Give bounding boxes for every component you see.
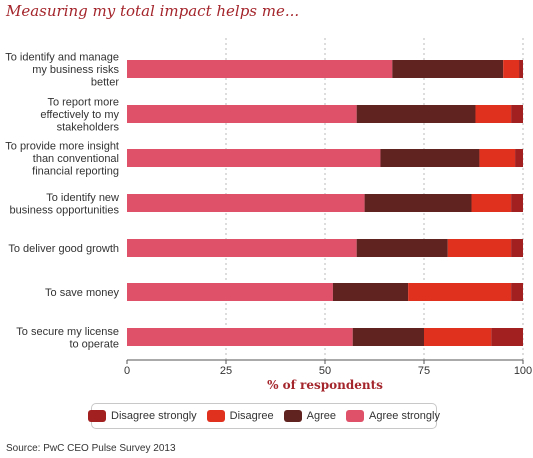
bar-segment	[503, 60, 520, 78]
category-label: than conventional	[33, 153, 119, 165]
category-label: To provide more insight	[5, 141, 119, 153]
bar-segment	[511, 105, 523, 123]
bar-segment	[127, 283, 333, 301]
bar-segment	[479, 149, 516, 167]
bar-segment	[511, 239, 523, 257]
legend-swatch	[283, 410, 302, 422]
bar-segment	[471, 194, 512, 212]
x-tick-label: 75	[418, 365, 430, 377]
bar-segment	[127, 328, 353, 346]
legend-swatch	[346, 410, 365, 422]
category-label: To identify and manage	[5, 52, 119, 64]
bar-segment	[356, 105, 476, 123]
x-tick-label: 25	[220, 365, 232, 377]
x-axis: 0 25 50 75 100	[124, 359, 532, 377]
category-label: business opportunities	[10, 204, 120, 216]
category-label: To identify new	[46, 192, 119, 204]
bar-segment	[127, 149, 381, 167]
bar-segment	[364, 194, 472, 212]
source-note: Source: PwC CEO Pulse Survey 2013	[6, 443, 176, 454]
x-axis-label: % of respondents	[267, 378, 383, 392]
chart-title: Measuring my total impact helps me...	[6, 2, 300, 20]
legend-swatch	[88, 410, 107, 422]
bar-segment	[424, 328, 492, 346]
bars	[127, 60, 523, 346]
bar-segment	[475, 105, 512, 123]
bar-segment	[356, 239, 448, 257]
category-label: my business risks	[32, 64, 119, 76]
legend-item: Agree strongly	[346, 410, 440, 422]
bar-segment	[408, 283, 512, 301]
legend-swatch	[206, 410, 225, 422]
category-label: To report more	[47, 97, 119, 109]
x-tick-label: 0	[124, 365, 130, 377]
bar-segment	[511, 194, 523, 212]
bar-segment	[127, 194, 365, 212]
category-label: stakeholders	[57, 122, 120, 134]
bar-segment	[447, 239, 512, 257]
bar-segment	[491, 328, 523, 346]
legend-item: Disagree	[206, 410, 274, 422]
legend-label: Agree strongly	[369, 410, 440, 422]
legend-item: Agree	[283, 410, 337, 422]
bar-segment	[515, 149, 523, 167]
legend: Disagree strongly Disagree Agree Agree stro…	[88, 403, 440, 429]
category-label: To save money	[45, 287, 119, 299]
legend-label: Agree	[306, 410, 337, 422]
x-tick-label: 100	[514, 365, 532, 377]
bar-segment	[127, 239, 357, 257]
legend-label: Disagree strongly	[111, 410, 197, 422]
category-label: To deliver good growth	[8, 243, 119, 255]
category-label: better	[91, 77, 119, 89]
category-label: effectively to my	[40, 109, 119, 121]
legend-item: Disagree strongly	[88, 410, 197, 422]
bar-segment	[519, 60, 523, 78]
bar-segment	[511, 283, 523, 301]
category-label: To secure my license	[16, 326, 119, 338]
x-tick-label: 50	[319, 365, 331, 377]
bar-segment	[352, 328, 424, 346]
bar-segment	[380, 149, 480, 167]
bar-segment	[392, 60, 504, 78]
bar-segment	[332, 283, 409, 301]
legend-label: Disagree	[229, 410, 274, 422]
category-label: to operate	[69, 338, 119, 350]
bar-segment	[127, 60, 393, 78]
bar-segment	[127, 105, 357, 123]
category-label: financial reporting	[32, 166, 119, 178]
